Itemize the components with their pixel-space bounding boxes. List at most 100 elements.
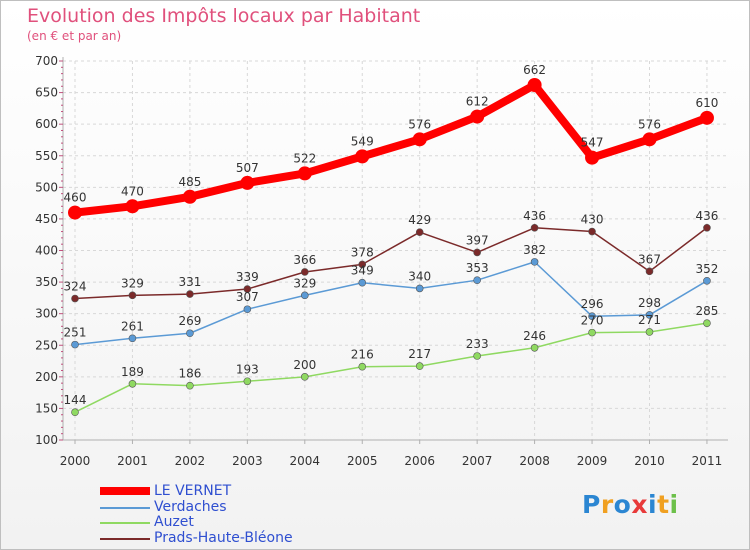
data-point [642,132,657,147]
data-point [297,166,312,181]
chart-subtitle: (en € et par an) [27,29,122,43]
data-point [68,205,82,220]
data-label: 329 [121,276,144,290]
data-label: 298 [638,296,661,310]
data-point [243,377,252,386]
x-tick-label: 2000 [60,454,91,468]
data-label: 324 [64,280,87,294]
data-point [358,362,367,371]
data-point [645,267,654,276]
data-point [300,268,309,276]
data-point [703,223,711,232]
legend-swatch [100,487,150,495]
chart-title: Evolution des Impôts locaux par Habitant [27,5,421,27]
legend-label: Prads-Haute-Bléone [154,529,293,546]
y-tick-label: 400 [35,244,58,258]
data-label: 349 [351,264,374,278]
y-tick-label: 200 [35,370,58,384]
proxiti-logo: Proxiti [582,490,679,519]
legend-label: LE VERNET [154,483,232,499]
data-label: 340 [408,269,431,283]
y-tick-label: 550 [35,149,58,163]
data-point [415,284,424,293]
legend-label: Verdaches [154,498,227,515]
data-point [128,334,137,343]
data-point [71,340,79,349]
x-tick-label: 2006 [404,454,435,468]
data-label: 271 [638,313,661,327]
data-label: 430 [581,213,604,227]
data-point [645,328,654,336]
logo-letter: i [648,490,658,519]
data-label: 296 [581,297,604,311]
data-label: 522 [293,151,316,165]
data-point [530,223,539,232]
y-tick-label: 500 [35,180,58,194]
data-label: 507 [236,161,259,175]
data-label: 366 [293,253,316,267]
x-tick-label: 2001 [117,454,148,468]
logo-letter: x [631,490,648,519]
data-label: 397 [466,233,489,247]
data-point [358,260,367,269]
data-label: 339 [236,270,259,284]
data-point [415,228,424,236]
x-tick-label: 2002 [175,454,206,468]
y-tick-label: 650 [35,86,58,100]
data-point [530,258,539,266]
data-point [415,362,424,370]
y-tick-label: 100 [35,433,58,447]
data-point [530,343,539,352]
data-point [527,78,542,93]
series-line-prads-haute-bl-one [74,227,708,300]
data-label: 285 [695,304,718,318]
data-label: 216 [351,348,374,362]
x-tick-label: 2003 [232,454,263,468]
data-label: 547 [581,136,604,150]
data-label: 612 [466,95,489,109]
series-line-verdaches [74,261,708,346]
data-point [300,291,309,300]
data-point [71,294,79,303]
data-label: 189 [121,365,144,379]
x-tick-label: 2007 [462,454,493,468]
y-tick-label: 450 [35,212,58,226]
data-label: 246 [523,329,546,343]
data-label: 217 [408,347,431,361]
data-label: 251 [64,326,87,340]
data-point [186,290,194,298]
logo-letter: P [582,490,601,519]
data-label: 436 [523,209,546,223]
data-label: 144 [64,393,87,407]
data-point [588,312,596,320]
x-tick-label: 2011 [692,454,723,468]
y-tick-label: 350 [35,275,58,289]
data-label: 200 [293,358,316,372]
data-label: 269 [178,314,201,328]
x-tick-label: 2009 [577,454,608,468]
data-point [699,110,714,125]
x-tick-label: 2005 [347,454,378,468]
data-label: 576 [408,117,431,131]
data-label: 429 [408,213,431,227]
data-label: 436 [695,209,718,223]
y-tick-label: 250 [35,338,58,352]
y-tick-label: 150 [35,401,58,415]
data-label: 382 [523,243,546,257]
data-point [182,189,197,204]
data-point [703,319,711,327]
data-point [358,278,367,287]
data-point [186,381,194,390]
data-label: 329 [293,276,316,290]
data-point [703,277,711,285]
data-label: 193 [236,362,259,376]
data-label: 186 [178,367,201,381]
data-label: 367 [638,252,661,266]
x-tick-label: 2004 [290,454,321,468]
data-label: 549 [351,134,374,148]
data-point [470,109,485,124]
legend-swatch [100,537,150,540]
logo-letter: t [657,490,670,519]
